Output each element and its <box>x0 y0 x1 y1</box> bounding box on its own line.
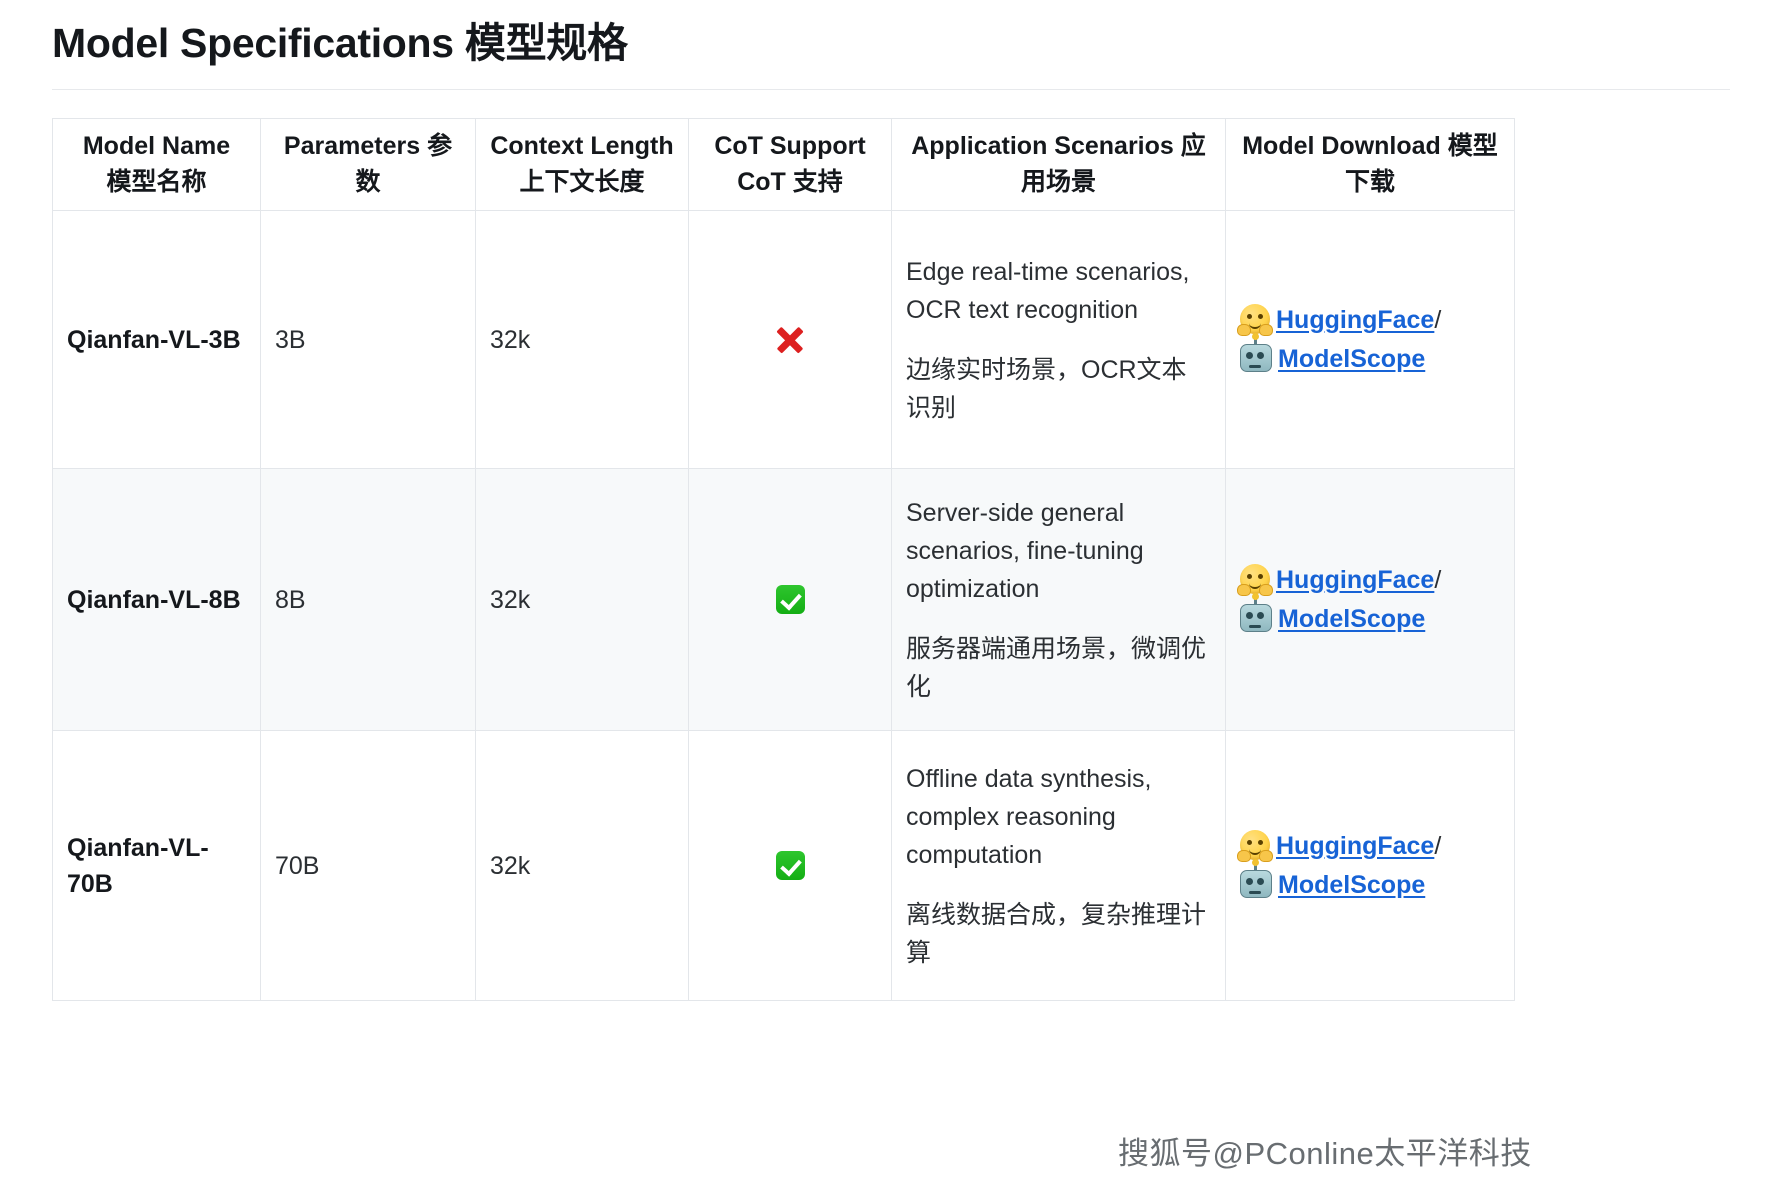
download-link-modelscope-line: ModelScope <box>1240 332 1500 379</box>
cell-model-name: Qianfan-VL-3B <box>52 210 261 470</box>
table-row: Qianfan-VL-70B 70B 32k Offline data synt… <box>52 730 1515 1002</box>
cell-parameters: 8B <box>260 468 476 732</box>
cell-model-name: Qianfan-VL-70B <box>52 730 261 1002</box>
modelscope-link[interactable]: ModelScope <box>1278 870 1426 899</box>
cell-context-length: 32k <box>475 210 689 470</box>
download-link-huggingface-line: HuggingFace/ <box>1237 827 1500 866</box>
hugging-face-emoji <box>1237 564 1273 596</box>
title-block: Model Specifications 模型规格 <box>0 0 1782 69</box>
cell-cot-support <box>688 730 892 1002</box>
red-cross-icon <box>775 325 805 355</box>
cell-model-name: Qianfan-VL-8B <box>52 468 261 732</box>
cell-application-scenarios: Edge real-time scenarios, OCR text recog… <box>891 210 1226 470</box>
robot-emoji <box>1240 592 1272 632</box>
table-body: Qianfan-VL-3B 3B 32k Edge real-time scen… <box>52 210 1515 1002</box>
cell-application-scenarios: Server-side general scenarios, fine-tuni… <box>891 468 1226 732</box>
column-header-model-name: Model Name 模型名称 <box>52 118 261 212</box>
cell-cot-support <box>688 210 892 470</box>
modelscope-link[interactable]: ModelScope <box>1278 604 1426 633</box>
huggingface-link[interactable]: HuggingFace <box>1276 566 1435 594</box>
download-link-modelscope-line: ModelScope <box>1240 858 1500 905</box>
page-title: Model Specifications 模型规格 <box>52 20 628 66</box>
column-header-parameters: Parameters 参数 <box>260 118 476 212</box>
scenario-text-en: Server-side general scenarios, fine-tuni… <box>906 498 1144 603</box>
column-header-context-length: Context Length 上下文长度 <box>475 118 689 212</box>
model-specifications-table-wrapper: Model Name 模型名称 Parameters 参数 Context Le… <box>52 118 1515 1002</box>
download-link-huggingface-line: HuggingFace/ <box>1237 301 1500 340</box>
table-header: Model Name 模型名称 Parameters 参数 Context Le… <box>52 118 1515 212</box>
model-specifications-table: Model Name 模型名称 Parameters 参数 Context Le… <box>52 118 1515 1002</box>
cell-cot-support <box>688 468 892 732</box>
green-check-icon <box>775 585 805 615</box>
robot-emoji <box>1240 332 1272 372</box>
table-row: Qianfan-VL-8B 8B 32k Server-side general… <box>52 468 1515 732</box>
cell-application-scenarios: Offline data synthesis, complex reasonin… <box>891 730 1226 1002</box>
link-separator: / <box>1434 566 1442 594</box>
column-header-application-scenarios: Application Scenarios 应用场景 <box>891 118 1226 212</box>
hugging-face-emoji <box>1237 830 1273 862</box>
link-separator: / <box>1434 832 1442 860</box>
scenario-text-zh: 服务器端通用场景，微调优化 <box>906 634 1207 701</box>
cell-model-download: HuggingFace/ ModelScope <box>1225 210 1515 470</box>
column-header-cot-support: CoT Support CoT 支持 <box>688 118 892 212</box>
cell-context-length: 32k <box>475 730 689 1002</box>
table-header-row: Model Name 模型名称 Parameters 参数 Context Le… <box>52 118 1515 212</box>
download-link-huggingface-line: HuggingFace/ <box>1237 561 1500 600</box>
title-divider <box>52 89 1730 91</box>
huggingface-link[interactable]: HuggingFace <box>1276 832 1435 860</box>
scenario-text-en: Offline data synthesis, complex reasonin… <box>906 764 1152 869</box>
cell-context-length: 32k <box>475 468 689 732</box>
scenario-text-zh: 离线数据合成，复杂推理计算 <box>906 900 1207 967</box>
scenario-text-zh: 边缘实时场景，OCR文本识别 <box>906 355 1187 422</box>
robot-emoji <box>1240 858 1272 898</box>
hugging-face-emoji <box>1237 304 1273 336</box>
watermark: 搜狐号@PConline太平洋科技 <box>1118 1136 1532 1171</box>
green-check-icon <box>775 851 805 881</box>
link-separator: / <box>1434 306 1442 334</box>
cell-parameters: 70B <box>260 730 476 1002</box>
column-header-model-download: Model Download 模型下载 <box>1225 118 1515 212</box>
table-row: Qianfan-VL-3B 3B 32k Edge real-time scen… <box>52 210 1515 470</box>
huggingface-link[interactable]: HuggingFace <box>1276 306 1435 334</box>
cell-model-download: HuggingFace/ ModelScope <box>1225 730 1515 1002</box>
download-link-modelscope-line: ModelScope <box>1240 592 1500 639</box>
cell-parameters: 3B <box>260 210 476 470</box>
cell-model-download: HuggingFace/ ModelScope <box>1225 468 1515 732</box>
modelscope-link[interactable]: ModelScope <box>1278 344 1426 373</box>
scenario-text-en: Edge real-time scenarios, OCR text recog… <box>906 257 1190 324</box>
